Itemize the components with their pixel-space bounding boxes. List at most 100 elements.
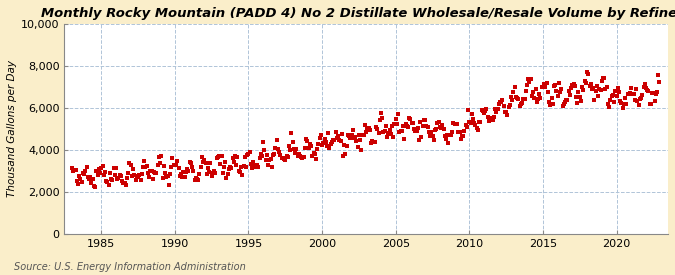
Point <box>231 163 242 167</box>
Point <box>468 117 479 121</box>
Point <box>444 133 455 137</box>
Point <box>597 79 608 83</box>
Point <box>345 136 356 141</box>
Point <box>230 154 240 158</box>
Point <box>323 130 333 135</box>
Point <box>617 106 628 110</box>
Point <box>402 124 412 128</box>
Point <box>459 129 470 134</box>
Point <box>351 139 362 144</box>
Point <box>587 87 597 91</box>
Point <box>106 177 117 181</box>
Point <box>570 95 581 100</box>
Point <box>294 152 304 156</box>
Point <box>126 174 137 178</box>
Point <box>236 165 246 169</box>
Point <box>422 124 433 129</box>
Point <box>418 117 429 122</box>
Point <box>614 89 624 94</box>
Point <box>516 101 527 105</box>
Point <box>342 144 352 148</box>
Point <box>159 164 169 168</box>
Point <box>595 88 606 92</box>
Point <box>399 137 410 141</box>
Point <box>118 181 129 185</box>
Point <box>495 100 506 104</box>
Point <box>576 85 587 89</box>
Point <box>210 170 221 175</box>
Point <box>66 165 77 170</box>
Point <box>135 178 146 182</box>
Point <box>591 84 602 89</box>
Point <box>580 81 591 85</box>
Point <box>199 158 210 163</box>
Point <box>115 174 126 178</box>
Point <box>498 103 509 108</box>
Point <box>155 161 165 165</box>
Point <box>228 160 239 164</box>
Point <box>227 156 238 160</box>
Point <box>301 137 312 141</box>
Point <box>275 153 286 157</box>
Point <box>221 175 232 180</box>
Point <box>599 76 610 80</box>
Point <box>651 90 662 94</box>
Title: Monthly Rocky Mountain (PADD 4) No 2 Distillate Wholesale/Resale Volume by Refin: Monthly Rocky Mountain (PADD 4) No 2 Dis… <box>41 7 675 20</box>
Point <box>520 89 531 93</box>
Point <box>267 153 278 158</box>
Point <box>475 119 486 124</box>
Point <box>338 153 348 158</box>
Point <box>421 123 432 128</box>
Point <box>146 169 157 174</box>
Point <box>431 127 441 131</box>
Point <box>361 129 372 134</box>
Point <box>223 166 234 171</box>
Point <box>470 122 481 127</box>
Point <box>454 130 465 134</box>
Point <box>276 156 287 160</box>
Point <box>466 112 477 117</box>
Point <box>184 160 195 164</box>
Point <box>315 135 325 140</box>
Point <box>567 83 578 87</box>
Point <box>167 156 178 161</box>
Point <box>387 124 398 128</box>
Point <box>363 126 374 131</box>
Point <box>624 92 634 97</box>
Point <box>396 129 406 133</box>
Point <box>76 180 87 184</box>
Point <box>196 155 207 159</box>
Point <box>643 89 654 93</box>
Point <box>647 91 657 95</box>
Point <box>550 83 561 88</box>
Point <box>369 140 379 144</box>
Point <box>211 156 222 160</box>
Point <box>449 122 460 126</box>
Point <box>514 104 525 109</box>
Point <box>204 169 215 174</box>
Point <box>393 112 404 116</box>
Point <box>189 178 200 183</box>
Point <box>109 173 120 177</box>
Point <box>222 172 233 177</box>
Point <box>165 172 176 176</box>
Point <box>469 120 480 125</box>
Point <box>142 171 153 175</box>
Point <box>483 119 494 123</box>
Point <box>258 140 269 145</box>
Point <box>252 163 263 167</box>
Point <box>523 77 534 81</box>
Point <box>411 129 422 133</box>
Point <box>243 152 254 156</box>
Point <box>285 148 296 152</box>
Point <box>464 120 475 124</box>
Point <box>456 134 467 138</box>
Point <box>481 107 492 112</box>
Point <box>438 127 449 131</box>
Point <box>317 142 327 147</box>
Point <box>460 122 471 127</box>
Point <box>166 165 177 170</box>
Point <box>627 91 638 96</box>
Point <box>415 120 426 124</box>
Point <box>92 172 103 177</box>
